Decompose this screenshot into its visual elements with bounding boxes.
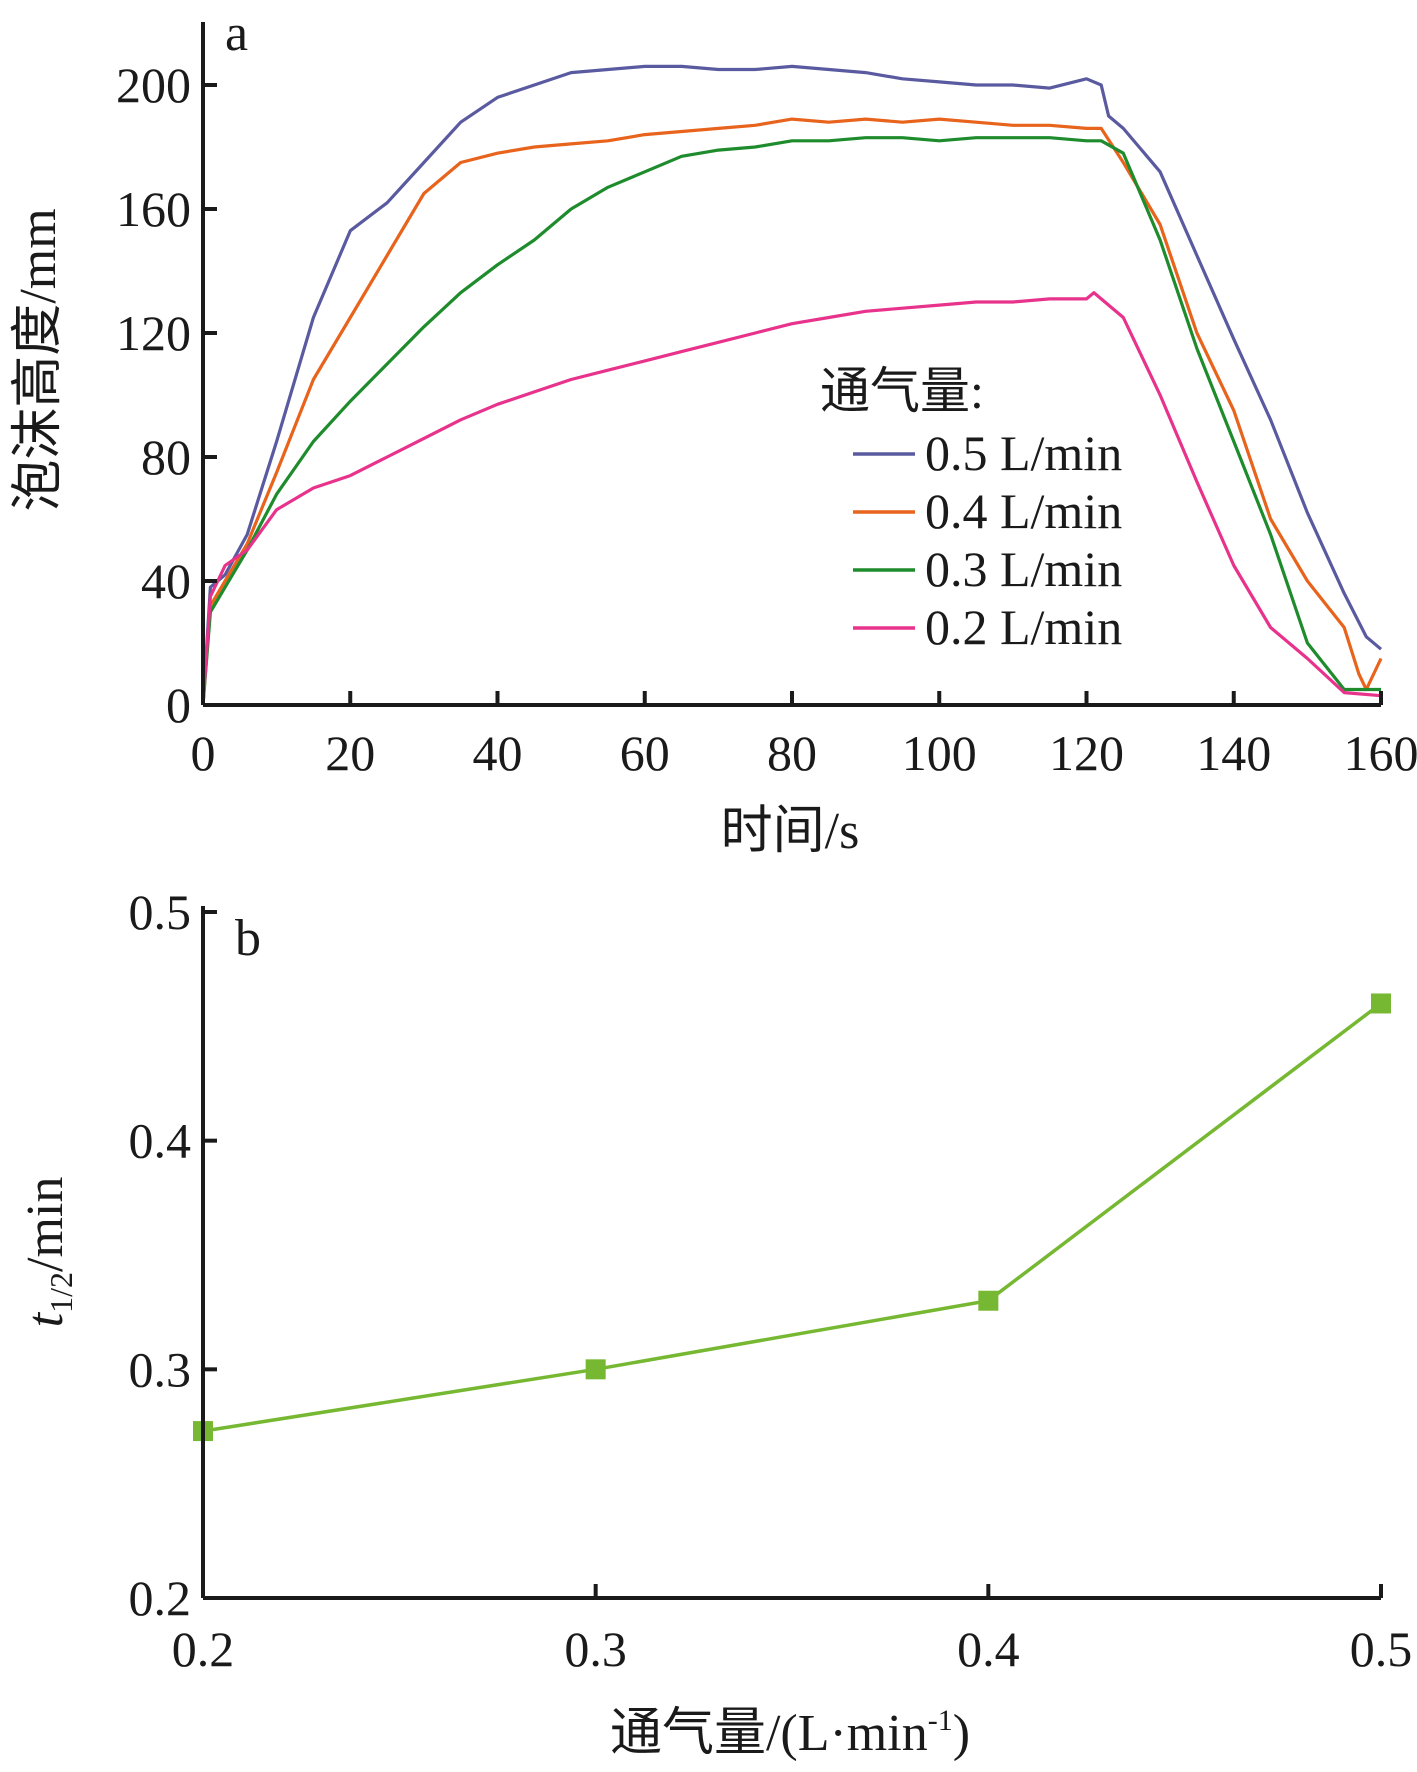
b-y-tick-label: 0.5	[129, 884, 192, 940]
b-data-point	[1371, 993, 1391, 1014]
series-line-0-3-l-min	[201, 136, 1381, 706]
a-x-tick-label: 120	[1049, 725, 1124, 781]
b-y-tick-label: 0.4	[129, 1113, 192, 1169]
a-y-tick-label: 40	[141, 553, 191, 609]
b-x-tick-label: 0.5	[1350, 1621, 1413, 1677]
legend-title: 通气量:	[820, 363, 984, 419]
panel-b: 0.2 0.3 0.4 0.5 0.2 0.3 0.4 0.5 b 通气量/(L·min-1)…	[17, 884, 1412, 1762]
a-x-tick-label: 40	[473, 725, 523, 781]
b-ylabel-t: t	[17, 1311, 74, 1327]
a-x-tick-label: 60	[620, 725, 670, 781]
panel-a: 0 20 40 60 80 100 120 140 160 0 40 80 120 160 200 a 时间…	[10, 5, 1417, 860]
b-data-point	[585, 1359, 606, 1380]
a-y-tick-label: 120	[116, 305, 191, 361]
a-x-tick-label: 100	[902, 725, 977, 781]
a-y-tick-label: 80	[141, 429, 191, 485]
b-ylabel-unit: /min	[17, 1177, 74, 1272]
series-line-0-4-l-min	[201, 117, 1383, 706]
a-y-tick-label: 200	[116, 57, 191, 113]
b-xlabel-sup: -1	[928, 1704, 953, 1737]
a-y-tick-label: 160	[116, 181, 191, 237]
a-x-tick-label: 80	[767, 725, 817, 781]
panel-a-y-axis-title: 泡沫高度/mm	[10, 208, 67, 511]
panel-b-x-axis-title: 通气量/(L·min-1)	[610, 1704, 970, 1762]
legend-item-label: 0.3 L/min	[925, 541, 1122, 597]
b-y-tick-label: 0.3	[129, 1341, 192, 1397]
panel-a-series	[201, 64, 1383, 706]
panel-b-y-axis-title: t1/2/min	[17, 1177, 79, 1328]
legend-item-label: 0.5 L/min	[925, 425, 1122, 481]
b-ylabel-sub: 1/2	[43, 1272, 79, 1313]
a-x-tick-label: 160	[1344, 725, 1417, 781]
legend-item-label: 0.2 L/min	[925, 599, 1122, 655]
b-xlabel-end: )	[953, 1705, 970, 1762]
panel-b-label: b	[235, 910, 261, 967]
a-x-tick-label: 20	[325, 725, 375, 781]
a-y-tick-label: 0	[166, 677, 191, 733]
a-x-tick-label: 140	[1196, 725, 1271, 781]
b-data-point	[978, 1290, 999, 1311]
a-x-tick-label: 0	[191, 725, 216, 781]
b-x-tick-label: 0.3	[564, 1621, 627, 1677]
b-x-tick-label: 0.4	[957, 1621, 1020, 1677]
panel-b-ticks: 0.2 0.3 0.4 0.5 0.2 0.3 0.4 0.5	[129, 884, 1413, 1677]
series-line-0-2-l-min	[201, 291, 1382, 706]
b-x-tick-label: 0.2	[172, 1621, 235, 1677]
panel-a-x-axis-title: 时间/s	[721, 803, 860, 860]
b-series-line	[202, 1002, 1383, 1433]
panel-a-ticks: 0 20 40 60 80 100 120 140 160 0 40 80 120 160 200	[116, 57, 1417, 781]
b-y-tick-label: 0.2	[129, 1570, 192, 1626]
legend-item-label: 0.4 L/min	[925, 483, 1122, 539]
panel-b-series	[193, 993, 1391, 1442]
panel-a-label: a	[225, 5, 248, 62]
b-xlabel-main: 通气量/(L·min	[610, 1705, 928, 1762]
series-line-0-5-l-min	[201, 64, 1383, 706]
